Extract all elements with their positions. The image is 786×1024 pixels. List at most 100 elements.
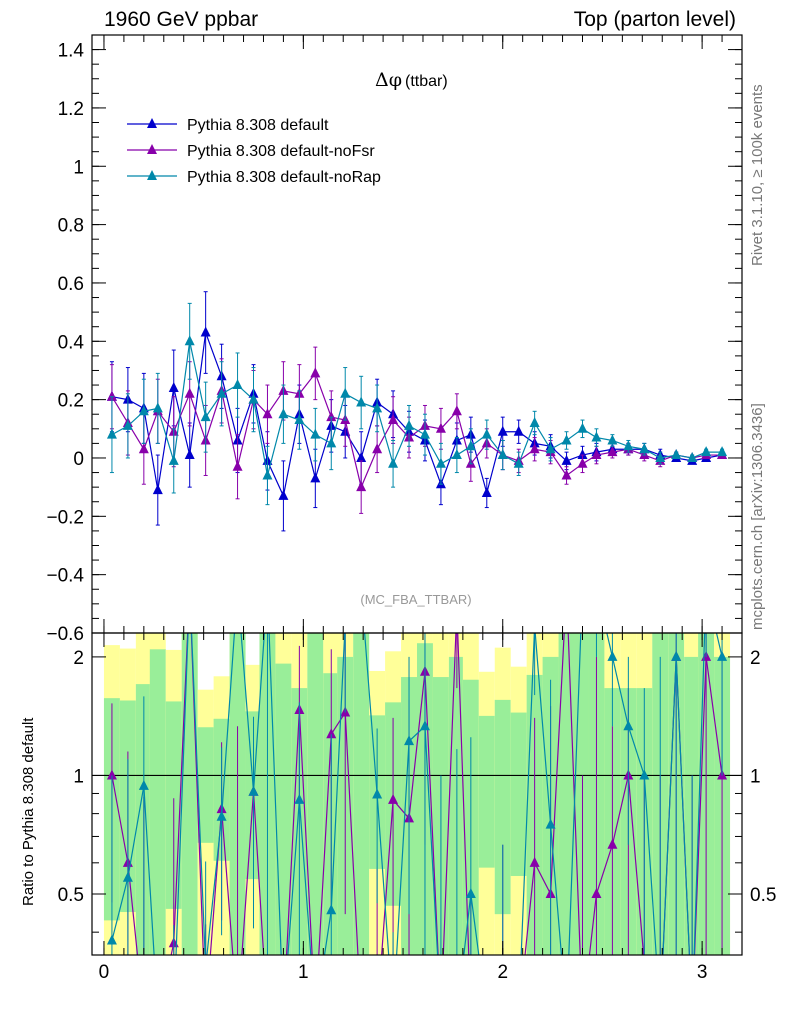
ratio-point — [639, 769, 650, 780]
ratio-point — [623, 720, 634, 731]
ratio-plot-frame — [91, 632, 743, 956]
data-point — [451, 405, 462, 416]
data-point — [481, 486, 492, 497]
ratio-tick-label-right: 2 — [750, 648, 761, 669]
x-tick-label: 3 — [697, 962, 708, 983]
series-3-ratio — [106, 633, 728, 955]
legend-marker — [147, 144, 157, 154]
ratio-point — [138, 779, 149, 790]
data-point — [701, 446, 712, 457]
data-point — [248, 393, 259, 404]
series-line — [111, 372, 723, 490]
data-point — [529, 443, 540, 454]
data-point — [310, 472, 321, 483]
ratio-point — [388, 793, 399, 804]
data-point — [262, 469, 273, 480]
data-point — [232, 379, 243, 390]
ratio-point — [326, 728, 337, 739]
ratio-point — [529, 856, 540, 867]
data-point — [545, 443, 556, 454]
data-point — [577, 449, 588, 460]
data-point — [435, 422, 446, 433]
data-point — [310, 367, 321, 378]
data-point — [138, 443, 149, 454]
ratio-line — [111, 633, 723, 955]
y-tick-label: −0.4 — [46, 566, 84, 587]
y-tick-label: −0.6 — [46, 624, 84, 645]
data-point — [356, 481, 367, 492]
ratio-point — [216, 810, 227, 821]
data-point — [216, 387, 227, 398]
series-1-main — [106, 291, 728, 532]
data-point — [152, 484, 163, 495]
data-point — [591, 431, 602, 442]
ratio-tick-label-right: 1 — [750, 766, 761, 787]
ratio-line — [111, 633, 723, 955]
data-point — [184, 335, 195, 346]
ratio-band-inner — [149, 649, 166, 955]
ratio-band-inner — [275, 663, 292, 955]
ratio-point — [248, 785, 259, 796]
data-point — [278, 408, 289, 419]
data-point — [451, 449, 462, 460]
data-point — [356, 451, 367, 462]
data-point — [388, 457, 399, 468]
x-tick-label: 2 — [497, 962, 508, 983]
ratio-band-inner — [510, 712, 527, 876]
data-point — [577, 422, 588, 433]
data-point — [561, 469, 572, 480]
data-point — [310, 428, 321, 439]
data-point — [138, 405, 149, 416]
legend-label: Pythia 8.308 default — [187, 117, 329, 134]
legend-entry-3: Pythia 8.308 default-noRap — [127, 169, 381, 186]
ratio-band-inner — [353, 633, 370, 955]
data-point — [168, 381, 179, 392]
data-point — [577, 457, 588, 468]
data-point — [435, 457, 446, 468]
ratio-point — [294, 793, 305, 804]
ratio-point — [607, 838, 618, 849]
ratio-tick-label-right: 0.5 — [750, 885, 776, 906]
data-point — [262, 408, 273, 419]
data-point — [419, 428, 430, 439]
data-point — [326, 437, 337, 448]
data-point — [356, 396, 367, 407]
data-point — [168, 454, 179, 465]
ratio-band-inner — [558, 633, 575, 955]
ratio-point — [717, 650, 728, 661]
data-point — [200, 411, 211, 422]
data-point — [404, 419, 415, 430]
y-tick-label: 0.2 — [58, 391, 84, 412]
data-point — [388, 414, 399, 425]
y-tick-label: 1.2 — [58, 99, 84, 120]
ratio-tick-label-left: 2 — [73, 648, 84, 669]
data-point — [294, 414, 305, 425]
data-point — [687, 451, 698, 462]
legend-entry-2: Pythia 8.308 default-noFsr — [127, 143, 375, 160]
data-point — [106, 390, 117, 401]
legend-label: Pythia 8.308 default-noFsr — [187, 143, 375, 160]
data-point — [639, 443, 650, 454]
header-process-label: Top (parton level) — [573, 8, 736, 31]
x-tick-label: 0 — [99, 962, 110, 983]
ratio-band-inner — [494, 699, 511, 915]
chart-title-symbol: Δφ — [375, 69, 402, 91]
header-energy-label: 1960 GeV ppbar — [104, 8, 259, 31]
data-point — [326, 411, 337, 422]
legend-label: Pythia 8.308 default-noRap — [187, 169, 381, 186]
data-point — [122, 419, 133, 430]
data-point — [671, 449, 682, 460]
data-point — [465, 440, 476, 451]
series-line — [111, 341, 723, 476]
data-point — [184, 449, 195, 460]
ratio-point — [545, 818, 556, 829]
ratio-point — [122, 871, 133, 882]
data-point — [529, 416, 540, 427]
data-point — [481, 428, 492, 439]
ratio-point — [671, 650, 682, 661]
data-point — [513, 457, 524, 468]
data-point — [232, 460, 243, 471]
ratio-band-inner — [181, 633, 198, 955]
y-tick-label: 0.6 — [58, 274, 84, 295]
